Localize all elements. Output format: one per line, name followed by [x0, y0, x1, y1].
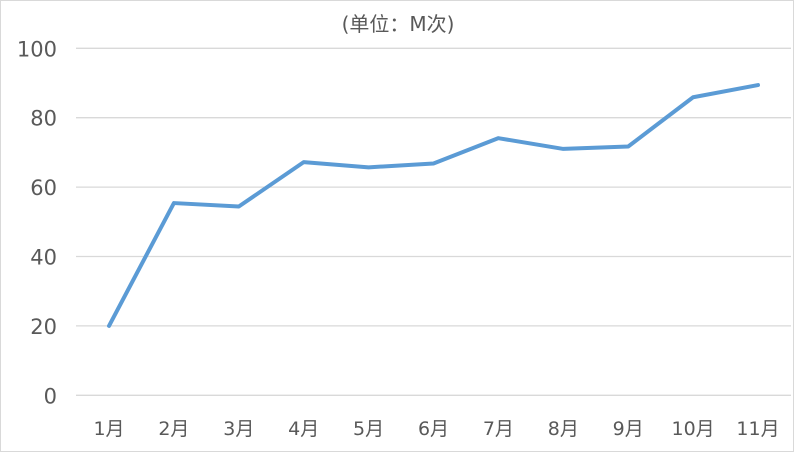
x-tick-label: 4月	[288, 418, 319, 440]
y-tick-label: 60	[30, 176, 57, 200]
x-tick-label: 11月	[736, 418, 779, 440]
x-tick-label: 8月	[548, 418, 579, 440]
x-tick-label: 5月	[353, 418, 384, 440]
x-tick-label: 6月	[418, 418, 449, 440]
series-line	[109, 85, 758, 326]
x-tick-label: 2月	[158, 418, 189, 440]
y-tick-label: 20	[30, 315, 57, 339]
x-tick-label: 3月	[223, 418, 254, 440]
x-tick-label: 7月	[483, 418, 514, 440]
x-tick-label: 1月	[93, 418, 124, 440]
y-tick-label: 80	[30, 107, 57, 131]
x-tick-label: 10月	[672, 418, 715, 440]
x-tick-label: 9月	[613, 418, 644, 440]
y-tick-label: 40	[30, 246, 57, 270]
y-tick-label: 0	[44, 384, 57, 408]
chart-title: (单位：M次)	[342, 12, 455, 36]
y-tick-label: 100	[17, 37, 57, 61]
